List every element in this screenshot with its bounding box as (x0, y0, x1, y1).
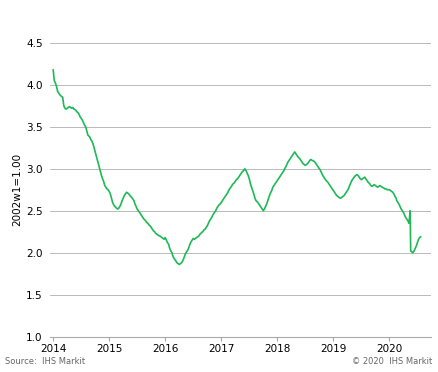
Text: IHS Markit Materials Price Index: IHS Markit Materials Price Index (7, 12, 274, 27)
Text: Source:  IHS Markit: Source: IHS Markit (5, 357, 85, 366)
Text: © 2020  IHS Markit: © 2020 IHS Markit (353, 357, 433, 366)
Y-axis label: 2002w1=1.00: 2002w1=1.00 (12, 153, 22, 226)
